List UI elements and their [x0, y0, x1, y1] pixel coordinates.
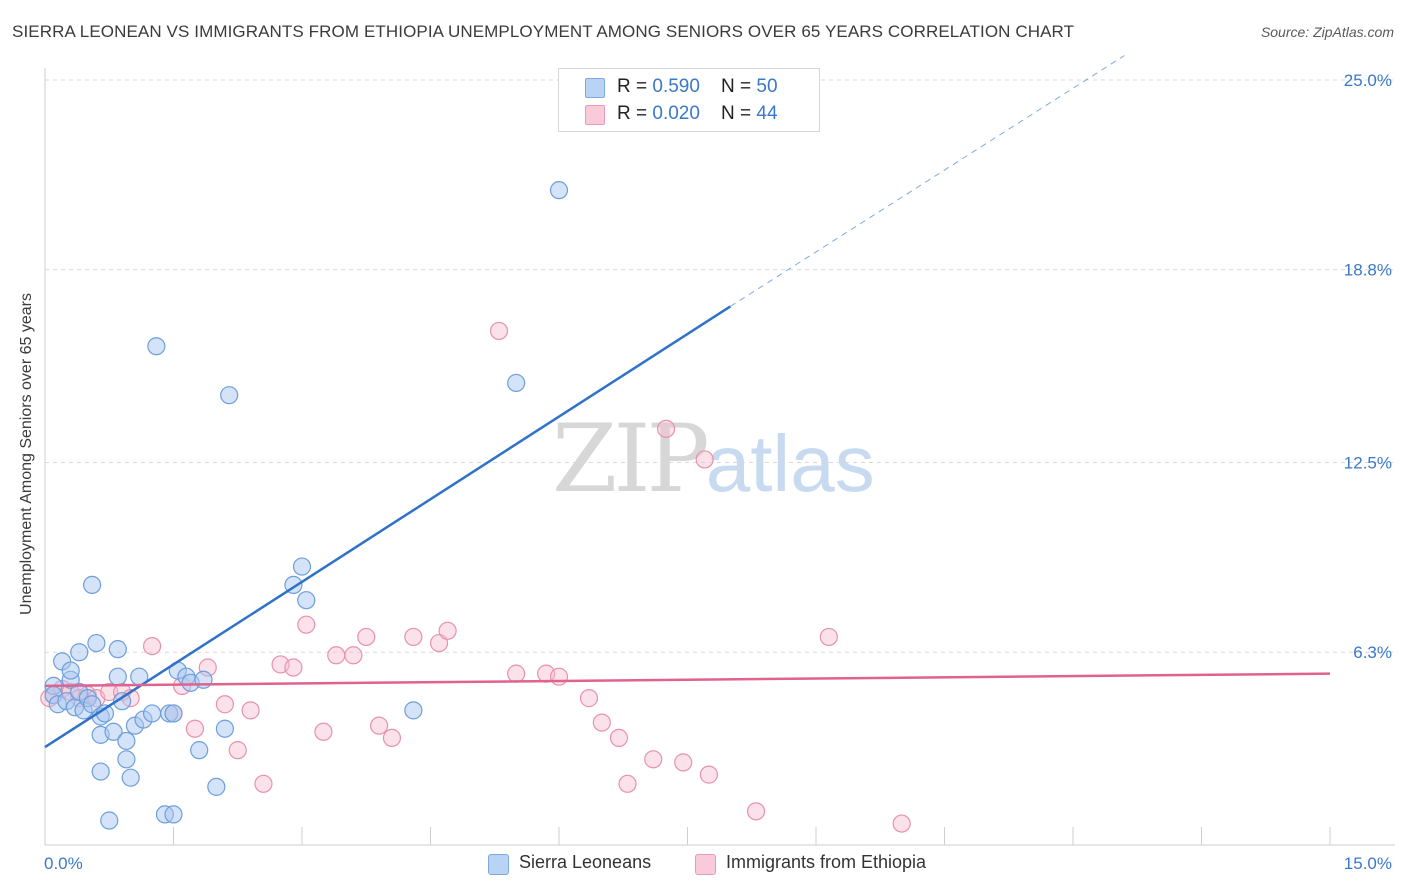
ethiopia-point: [404, 627, 423, 647]
sierra-leonean-point: [164, 805, 183, 824]
sierra-leonean-point: [194, 670, 213, 689]
correlation-legend: R = 0.590 N = 50 R = 0.020 N = 44: [558, 68, 820, 132]
sierra-leonean-point: [404, 701, 423, 720]
sierra-leonean-point: [117, 731, 136, 751]
x-tick-label: 15.0%: [1344, 854, 1392, 873]
ethiopia-point: [370, 716, 389, 735]
ethiopia-point: [228, 741, 247, 760]
ethiopia-point: [609, 728, 629, 748]
ethiopia-point: [438, 621, 457, 640]
ethiopia-point: [185, 719, 205, 738]
sierra-leonean-point: [108, 640, 127, 659]
legend-swatch-pink: [585, 105, 605, 125]
ethiopia-point: [695, 450, 714, 469]
sierra-leonean-point: [91, 762, 110, 781]
legend-stats-2: R = 0.020 N = 44: [617, 103, 778, 124]
bottom-legend-swatch-pink: [695, 854, 716, 875]
ethiopia-point: [819, 627, 838, 647]
sierra-leonean-point: [87, 633, 106, 653]
sierra-leonean-point: [83, 575, 102, 595]
legend-swatch-blue: [585, 78, 605, 98]
sierra-leonean-point: [292, 557, 312, 576]
ethiopia-point: [618, 774, 637, 793]
ethiopia-point: [674, 753, 693, 772]
y-tick-label: 18.8%: [1344, 261, 1392, 280]
chart-title: SIERRA LEONEAN VS IMMIGRANTS FROM ETHIOP…: [12, 22, 1075, 41]
ethiopia-point: [254, 774, 273, 793]
sierra-leonean-point: [297, 591, 316, 610]
watermark-zip: ZIP: [552, 405, 710, 514]
sierra-leonean-point: [507, 373, 526, 393]
ethiopia-point: [644, 750, 663, 769]
ethiopia-point: [549, 667, 569, 686]
sierra-leonean-point: [215, 719, 234, 738]
ethiopia-point: [284, 658, 303, 677]
y-tick-label: 25.0%: [1344, 71, 1392, 90]
ethiopia-point: [656, 419, 676, 438]
sierra-leonean-point: [142, 704, 162, 723]
ethiopia-point: [241, 701, 260, 720]
sierra-leonean-point: [100, 811, 119, 830]
source-label: Source: ZipAtlas.com: [1260, 24, 1394, 40]
sierra-leonean-point: [207, 777, 226, 796]
sierra-leonean-point: [61, 661, 80, 680]
bottom-legend-label-1: Sierra Leoneans: [519, 852, 652, 872]
sierra-leonean-point: [104, 722, 123, 741]
sierra-leonean-point: [112, 692, 132, 711]
x-tick-label: 0.0%: [44, 854, 83, 873]
zipatlas-watermark: ZIPatlas: [552, 405, 875, 514]
ethiopia-point: [297, 615, 316, 634]
y-tick-label: 6.3%: [1353, 643, 1392, 662]
ethiopia-point: [357, 627, 376, 647]
ethiopia-point: [327, 646, 346, 665]
legend-stats-1: R = 0.590 N = 50: [617, 76, 778, 97]
sierra-leonean-point: [70, 643, 89, 662]
ethiopia-point: [579, 689, 599, 708]
ethiopia-point: [746, 802, 766, 821]
ethiopia-point: [592, 713, 611, 732]
sierra-leonean-trendline-extension: [730, 55, 1125, 307]
sierra-leonean-trendline: [44, 305, 732, 749]
sierra-leonean-point: [108, 667, 127, 686]
bottom-legend-label-2: Immigrants from Ethiopia: [726, 852, 927, 872]
bottom-legend-swatch-blue: [488, 854, 509, 875]
ethiopia-trendline: [44, 672, 1331, 688]
y-tick-label: 12.5%: [1344, 454, 1392, 473]
y-axis-label: Unemployment Among Seniors over 65 years: [18, 293, 35, 615]
ethiopia-point: [100, 682, 119, 702]
sierra-leonean-point: [549, 181, 569, 200]
sierra-leonean-point: [117, 750, 136, 769]
ethiopia-point: [344, 646, 363, 665]
ethiopia-point: [489, 321, 509, 341]
ethiopia-point: [314, 722, 333, 741]
sierra-leonean-point: [190, 741, 209, 760]
ethiopia-point: [892, 814, 911, 833]
sierra-leonean-point: [147, 337, 166, 356]
ethiopia-point: [142, 636, 162, 656]
ethiopia-point: [699, 765, 719, 784]
ethiopia-point: [507, 664, 526, 683]
watermark-atlas: atlas: [705, 419, 875, 508]
sierra-leonean-point: [164, 704, 183, 723]
sierra-leonean-point: [220, 386, 239, 405]
sierra-leonean-point: [121, 768, 140, 787]
ethiopia-point: [382, 728, 402, 748]
ethiopia-point: [215, 695, 234, 714]
